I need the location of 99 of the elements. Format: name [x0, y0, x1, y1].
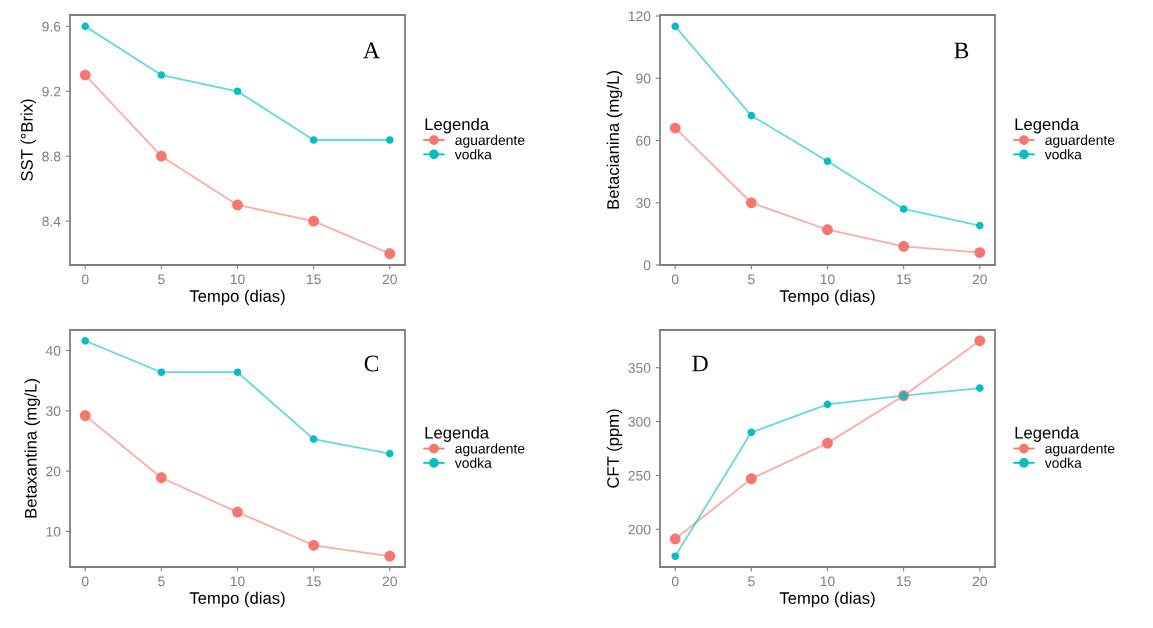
x-tick-label: 0 [671, 576, 679, 587]
x-tick-label: 10 [230, 274, 245, 285]
x-tick-label: 20 [382, 274, 397, 285]
annotation: C [364, 355, 379, 372]
point [747, 111, 756, 120]
point [232, 199, 243, 211]
legend-title: Legenda [1015, 117, 1080, 134]
y-axis-title: SST (°Brix) [20, 99, 37, 181]
annotation: A [363, 42, 380, 59]
point [745, 473, 757, 485]
point [385, 449, 394, 458]
point [81, 337, 90, 345]
x-tick-label: 5 [748, 576, 755, 587]
x-tick-label: 0 [81, 274, 89, 285]
y-tick-label: 9.2 [42, 86, 61, 97]
point [823, 157, 832, 166]
legend-label: vodka [1044, 457, 1082, 468]
point [669, 122, 681, 134]
x-tick-label: 5 [748, 274, 755, 285]
point [822, 224, 833, 236]
point [975, 384, 984, 392]
x-axis-title: Tempo (dias) [779, 289, 875, 306]
annotation: D [692, 355, 708, 372]
y-tick-label: 0 [643, 260, 651, 271]
point [233, 368, 242, 377]
x-tick-label: 15 [306, 576, 321, 587]
y-axis-title: Betaxantina (mg/L) [24, 379, 40, 518]
x-tick-label: 15 [896, 274, 911, 285]
x-axis-title: Tempo (dias) [779, 591, 875, 608]
y-tick-label: 250 [628, 470, 651, 481]
legend-label: aguardente [455, 134, 525, 148]
point [669, 533, 681, 545]
x-tick-label: 10 [820, 274, 835, 285]
point [822, 437, 833, 449]
point [385, 136, 394, 144]
point [308, 539, 320, 551]
x-tick-label: 5 [158, 274, 165, 285]
y-tick-label: 40 [45, 345, 61, 356]
point [899, 205, 908, 213]
y-tick-label: 90 [636, 73, 651, 84]
point [233, 87, 242, 96]
point [745, 197, 757, 209]
legend-title: Legenda [1015, 426, 1080, 442]
point [898, 240, 910, 252]
y-axis-title: Betacianina (mg/L) [606, 71, 623, 209]
x-tick-label: 20 [382, 576, 397, 587]
point [157, 71, 166, 79]
y-tick-label: 120 [628, 11, 651, 22]
point [79, 410, 91, 422]
y-tick-label: 10 [46, 526, 61, 537]
legend-label: vodka [454, 149, 492, 160]
x-tick-label: 10 [820, 576, 835, 587]
y-axis-title: CFT (ppm) [606, 409, 623, 488]
y-tick-label: 8.4 [42, 216, 61, 227]
annotation: B [954, 42, 969, 59]
x-tick-label: 20 [972, 274, 987, 285]
legend-title: Legenda [425, 117, 490, 134]
point [232, 506, 243, 518]
x-tick-label: 0 [81, 576, 89, 587]
point [155, 150, 167, 162]
point [974, 335, 986, 347]
x-axis-title: Tempo (dias) [189, 289, 285, 306]
x-tick-label: 0 [671, 274, 679, 285]
legend-label: aguardente [455, 443, 525, 457]
point [81, 22, 90, 31]
x-tick-label: 20 [972, 576, 987, 587]
y-tick-label: 350 [628, 363, 651, 373]
y-tick-label: 8.8 [42, 151, 61, 162]
point [309, 435, 318, 443]
y-tick-label: 9.6 [42, 21, 61, 32]
point [308, 215, 320, 227]
legend-label: aguardente [1045, 443, 1115, 457]
legend-title: Legenda [425, 426, 490, 442]
legend-label: vodka [1044, 149, 1082, 160]
point [157, 368, 166, 377]
point [671, 552, 680, 561]
point [974, 247, 986, 258]
legend-label: aguardente [1045, 134, 1115, 148]
point [79, 69, 91, 81]
point [747, 428, 756, 437]
y-tick-label: 20 [46, 466, 61, 477]
legend-label: vodka [454, 457, 492, 468]
point [671, 22, 680, 31]
point [384, 550, 396, 562]
y-tick-label: 60 [636, 135, 651, 146]
x-axis-title: Tempo (dias) [189, 591, 285, 608]
point [309, 136, 318, 144]
point [384, 248, 396, 260]
x-tick-label: 5 [158, 576, 165, 587]
x-tick-label: 15 [896, 576, 911, 587]
x-tick-label: 15 [306, 274, 321, 285]
y-tick-label: 200 [628, 524, 651, 535]
y-tick-label: 30 [46, 406, 61, 416]
x-tick-label: 10 [230, 576, 245, 587]
y-tick-label: 300 [628, 416, 651, 427]
y-tick-label: 30 [636, 198, 651, 208]
point [155, 472, 167, 484]
point [823, 400, 832, 409]
point [975, 221, 984, 230]
